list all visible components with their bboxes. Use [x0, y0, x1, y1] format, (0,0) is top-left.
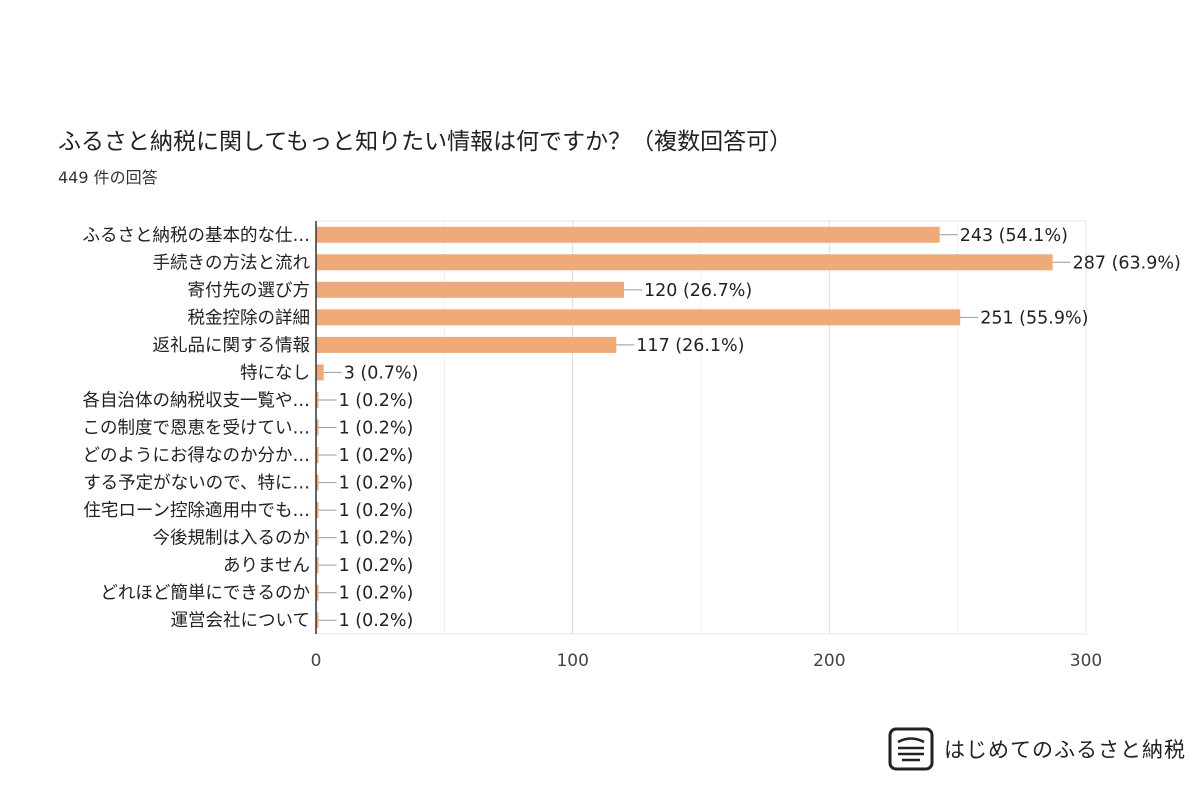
bar [316, 336, 617, 353]
category-label: 税金控除の詳細 [188, 308, 311, 328]
category-label: 運営会社について [171, 611, 310, 631]
data-label: 1 (0.2%) [339, 584, 414, 604]
bar [316, 612, 319, 629]
category-label: 今後規制は入るのか [153, 529, 311, 549]
bar [316, 474, 319, 491]
data-label: 120 (26.7%) [644, 281, 752, 301]
data-label: 251 (55.9%) [980, 308, 1088, 328]
bar [316, 364, 324, 381]
category-label: 住宅ローン控除適用中でも… [83, 501, 310, 521]
data-label: 1 (0.2%) [339, 391, 414, 411]
category-label: する予定がないので、特に… [83, 474, 310, 494]
category-label: 手続きの方法と流れ [153, 253, 311, 273]
bar [316, 391, 319, 408]
data-label: 1 (0.2%) [339, 529, 414, 549]
response-count: 449 件の回答 [58, 168, 158, 187]
bar [316, 226, 940, 243]
bar [316, 529, 319, 546]
brand-footer: はじめてのふるさと納税 [888, 725, 1186, 773]
data-label: 117 (26.1%) [636, 336, 744, 356]
category-label: 寄付先の選び方 [188, 281, 311, 301]
data-label: 1 (0.2%) [339, 556, 414, 576]
data-label: 1 (0.2%) [339, 419, 414, 439]
data-label: 287 (63.9%) [1073, 253, 1181, 273]
bar [316, 309, 961, 326]
category-label: 特になし [240, 363, 310, 383]
category-label: どのようにお得なのか分か… [83, 446, 311, 466]
data-label: 1 (0.2%) [339, 474, 414, 494]
data-label: 243 (54.1%) [960, 226, 1068, 246]
chart-title: ふるさと納税に関してもっと知りたい情報は何ですか？（複数回答可） [58, 129, 793, 155]
category-label: ふるさと納税の基本的な仕… [83, 226, 311, 246]
bar [316, 502, 319, 519]
bar [316, 419, 319, 436]
data-label: 3 (0.7%) [344, 363, 419, 383]
bar [316, 584, 319, 601]
category-label: ありません [223, 556, 310, 576]
data-label: 1 (0.2%) [339, 446, 414, 466]
bar [316, 447, 319, 464]
category-label: 各自治体の納税収支一覧や… [83, 391, 311, 411]
category-label: この制度で恩恵を受けてい… [83, 419, 311, 439]
data-label: 1 (0.2%) [339, 611, 414, 631]
x-tick-label: 200 [813, 651, 845, 671]
bar [316, 557, 319, 574]
data-label: 1 (0.2%) [339, 501, 414, 521]
x-tick-label: 300 [1070, 651, 1102, 671]
brand-logo-icon [888, 727, 934, 771]
bar [316, 254, 1053, 271]
category-label: 返礼品に関する情報 [153, 336, 311, 356]
brand-name: はじめてのふるさと納税 [944, 738, 1186, 762]
x-tick-label: 0 [311, 651, 322, 671]
bar [316, 281, 624, 298]
x-tick-label: 100 [556, 651, 588, 671]
category-label: どれほど簡単にできるのか [100, 584, 310, 604]
